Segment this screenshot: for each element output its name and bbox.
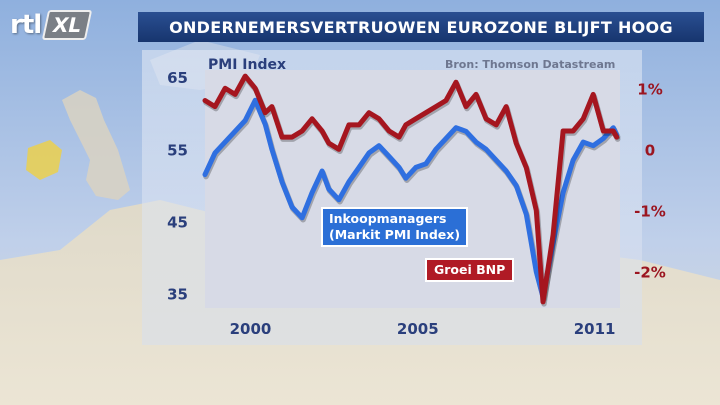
title-bar: ONDERNEMERSVERTRUOWEN EUROZONE BLIJFT HO… bbox=[138, 12, 704, 42]
x-tick-label: 2005 bbox=[397, 320, 439, 338]
right-tick-label: 1% bbox=[637, 80, 662, 98]
left-tick-label: 45 bbox=[167, 213, 188, 231]
annotation-pmi-line1: Inkoopmanagers bbox=[329, 211, 447, 226]
left-tick-label: 65 bbox=[167, 69, 188, 87]
left-tick-label: 55 bbox=[167, 141, 188, 159]
logo-rtl: rtl bbox=[10, 10, 42, 40]
britain-landmass bbox=[62, 90, 130, 200]
channel-logo: rtl XL bbox=[10, 8, 93, 42]
chart-title: ONDERNEMERSVERTRUOWEN EUROZONE BLIJFT HO… bbox=[169, 17, 673, 37]
left-tick-label: 35 bbox=[167, 286, 188, 304]
x-tick-label: 2011 bbox=[574, 320, 616, 338]
left-axis-label: PMI Index bbox=[208, 57, 286, 73]
annotation-pmi-line2: (Markit PMI Index) bbox=[329, 227, 461, 242]
right-tick-label: -2% bbox=[634, 263, 666, 281]
annotation-gdp: Groei BNP bbox=[425, 258, 515, 282]
annotation-pmi: Inkoopmanagers (Markit PMI Index) bbox=[321, 207, 469, 247]
right-tick-label: -1% bbox=[634, 202, 666, 220]
source-note: Bron: Thomson Datastream bbox=[445, 58, 616, 71]
right-tick-label: 0 bbox=[645, 141, 655, 159]
x-tick-label: 2000 bbox=[230, 320, 272, 338]
ireland-landmass bbox=[26, 140, 62, 180]
gdp-series-line bbox=[202, 73, 620, 305]
